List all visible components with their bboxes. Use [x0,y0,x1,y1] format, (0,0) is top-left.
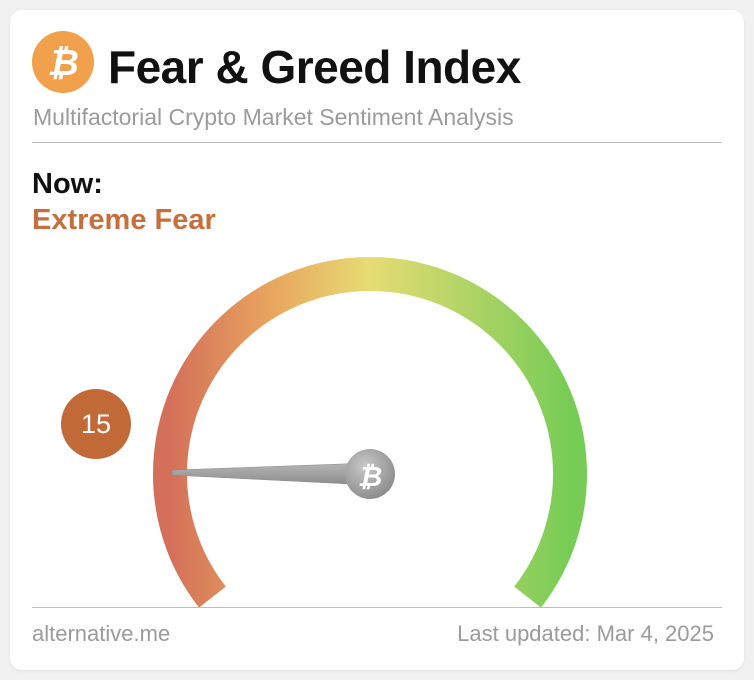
bitcoin-icon: ₿ [345,449,395,499]
fear-greed-card: ₿ Fear & Greed Index Multifactorial Cryp… [10,10,744,670]
sentiment-classification: Extreme Fear [32,204,216,236]
gauge-arc [153,256,587,608]
now-label: Now: [32,168,103,200]
index-value-badge: 15 [61,389,131,459]
source-link[interactable]: alternative.me [32,621,171,646]
page-subtitle: Multifactorial Crypto Market Sentiment A… [33,104,514,130]
page-title: Fear & Greed Index [108,41,521,93]
footer-divider [32,607,722,608]
sentiment-gauge: ₿ [153,256,587,608]
bitcoin-icon: ₿ [32,31,94,93]
gauge-needle [171,462,371,486]
svg-text:₿: ₿ [47,43,79,84]
last-updated: Last updated: Mar 4, 2025 [457,621,714,646]
header-divider [32,142,722,143]
svg-text:₿: ₿ [358,460,383,493]
